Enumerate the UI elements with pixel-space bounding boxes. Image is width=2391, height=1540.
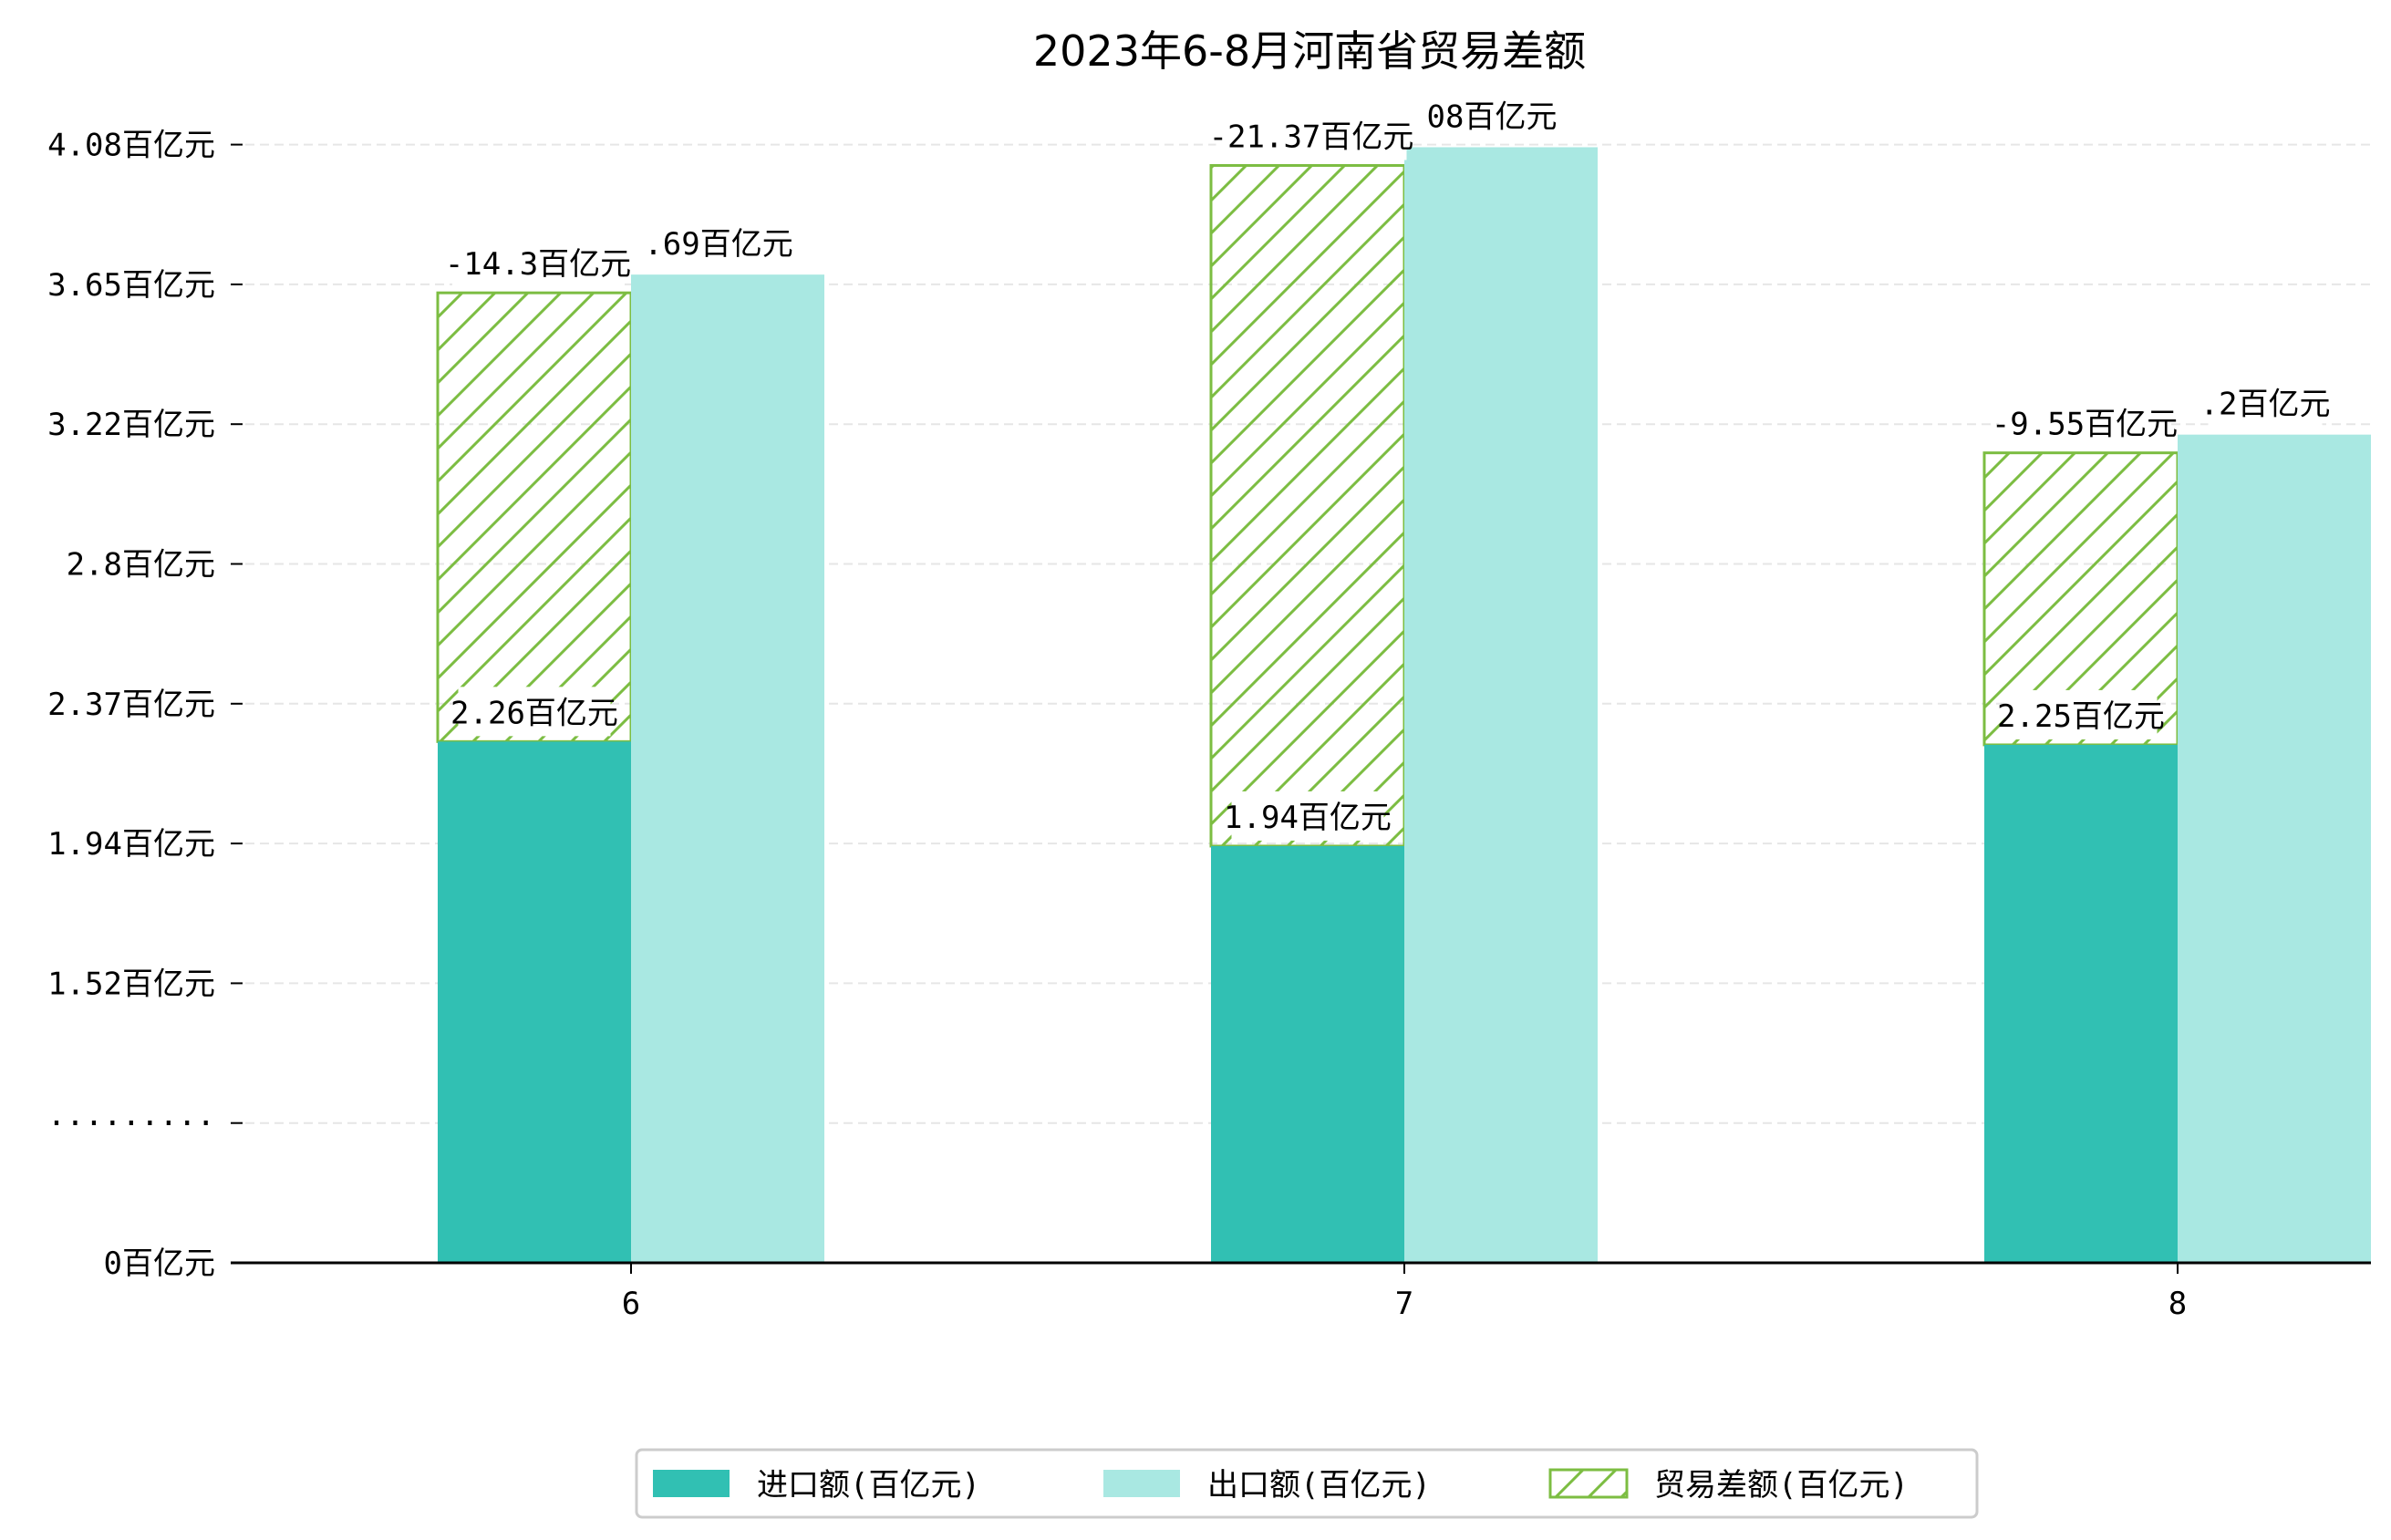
y-tick-label: 3.65百亿元 xyxy=(47,267,215,304)
legend-label: 进口额(百亿元) xyxy=(757,1467,980,1504)
balance-data-label-bg xyxy=(1999,398,2170,448)
legend: 进口额(百亿元) 出口额(百亿元) 贸易差额(百亿元) xyxy=(635,1448,1979,1519)
legend-swatch xyxy=(653,1470,730,1497)
export-data-label: .69百亿元 xyxy=(644,226,792,263)
y-tick-label: 3.22百亿元 xyxy=(47,407,215,443)
balance-bar xyxy=(1209,163,1406,848)
import-data-label: 2.25百亿元 xyxy=(1997,698,2165,735)
balance-data-label-bg xyxy=(1216,110,1407,160)
y-tick-label: 1.52百亿元 xyxy=(47,966,215,1002)
export-data-label-bg xyxy=(1434,90,1549,140)
export-data-label: .2百亿元 xyxy=(2200,387,2331,423)
import-bar xyxy=(438,741,631,1263)
import-data-label: 1.94百亿元 xyxy=(1224,800,1392,836)
export-data-label: 08百亿元 xyxy=(1427,98,1558,135)
y-tick-label: ········· xyxy=(47,1106,215,1142)
x-tick-label: 7 xyxy=(1395,1286,1413,1322)
export-bar xyxy=(1404,147,1598,1263)
export-bar xyxy=(631,274,824,1263)
data-labels: 2.26百亿元 .69百亿元 -14.3百亿元 1.94百亿元 08百亿元 -21.37百… xyxy=(445,90,2331,841)
import-data-label-bg xyxy=(458,687,611,737)
balance-bar xyxy=(436,291,633,743)
y-axis: 0百亿元 ········· 1.52百亿元 1.94百亿元 2.37百亿元 2.8百亿元… xyxy=(47,128,243,1282)
chart-title: 2023年6-8月河南省贸易差额 xyxy=(1033,26,1586,76)
x-tick-label: 8 xyxy=(2168,1286,2187,1322)
export-data-label-bg xyxy=(652,218,785,268)
import-bar xyxy=(1211,845,1404,1263)
balance-data-label: -21.37百亿元 xyxy=(1209,119,1414,155)
legend-swatch xyxy=(1103,1470,1180,1497)
export-bar xyxy=(2178,434,2371,1263)
bars xyxy=(436,147,2371,1263)
y-tick-label: 1.94百亿元 xyxy=(47,826,215,863)
balance-data-label-bg xyxy=(452,238,624,288)
export-data-label-bg xyxy=(2208,377,2323,428)
import-bar xyxy=(1984,744,2178,1263)
x-axis: 6 7 8 xyxy=(231,1261,2371,1322)
import-data-label-bg xyxy=(1231,791,1384,841)
balance-data-label: -14.3百亿元 xyxy=(445,246,631,283)
legend-label: 出口额(百亿元) xyxy=(1207,1467,1431,1504)
legend-swatch xyxy=(1548,1468,1629,1499)
legend-label: 贸易差额(百亿元) xyxy=(1654,1467,1909,1504)
y-tick-label: 2.37百亿元 xyxy=(47,687,215,723)
legend-box xyxy=(635,1448,1979,1519)
y-tick-label: 4.08百亿元 xyxy=(47,128,215,164)
import-data-label: 2.26百亿元 xyxy=(450,695,618,731)
balance-data-label: -9.55百亿元 xyxy=(1992,407,2178,443)
import-data-label-bg xyxy=(2004,689,2158,739)
y-tick-label: 2.8百亿元 xyxy=(67,547,215,584)
y-tick-label: 0百亿元 xyxy=(104,1245,215,1282)
x-tick-label: 6 xyxy=(622,1286,640,1322)
